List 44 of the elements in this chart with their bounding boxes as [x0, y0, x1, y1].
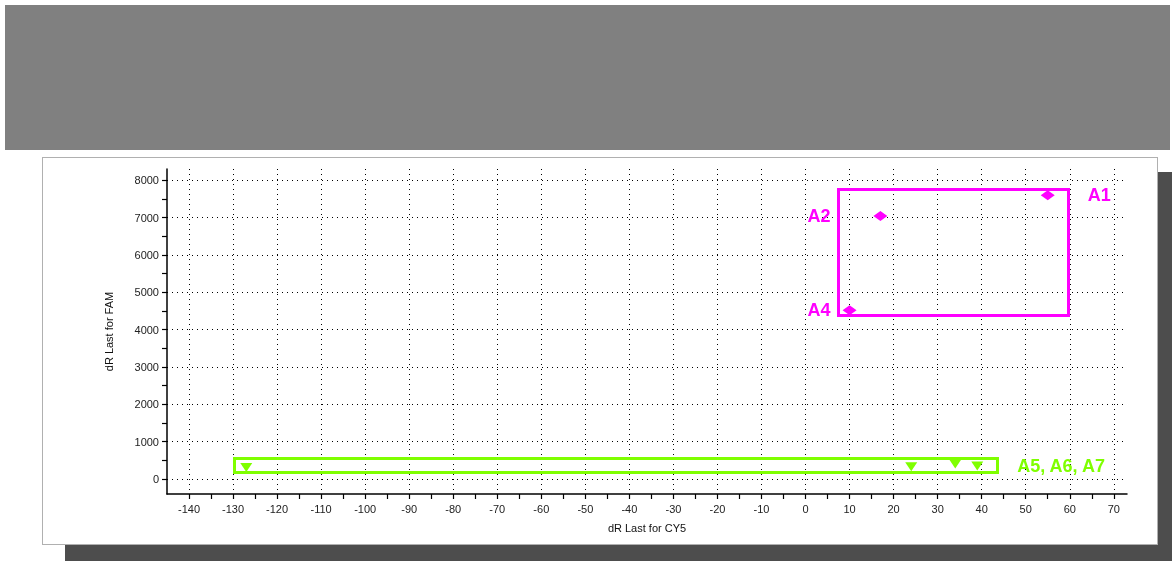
x-tick-label: -50: [577, 502, 594, 515]
x-tick-label: -140: [178, 502, 201, 515]
y-tick-label: 3000: [134, 360, 159, 373]
x-tick-label: 10: [843, 502, 856, 515]
x-tick-label: 70: [1107, 502, 1120, 515]
x-tick-label: 20: [887, 502, 900, 515]
x-tick-label: -120: [266, 502, 289, 515]
point: [1040, 190, 1055, 201]
point: [842, 305, 857, 316]
text: A2: [807, 206, 831, 227]
point: [971, 461, 984, 471]
point: [873, 211, 888, 222]
y-tick-label: 5000: [134, 286, 159, 299]
x-tick-label: -110: [310, 502, 332, 515]
point: [905, 462, 918, 472]
series-label: A4: [807, 300, 831, 321]
x-tick-label: 40: [975, 502, 988, 515]
x-tick-label: 60: [1063, 502, 1076, 515]
series-label: A5, A6, A7: [1017, 456, 1105, 477]
y-axis-title: dR Last for FAM: [102, 291, 115, 372]
x-tick-label: 30: [931, 502, 944, 515]
x-tick-label: -60: [533, 502, 550, 515]
point: [240, 462, 253, 472]
y-tick-label: 6000: [134, 248, 159, 261]
x-axis-title: dR Last for CY5: [607, 521, 687, 534]
x-tick-label: -80: [445, 502, 462, 515]
y-tick-label: 7000: [134, 211, 159, 224]
y-tick-label: 1000: [134, 435, 159, 448]
x-tick-label: -90: [401, 502, 418, 515]
y-tick-label: 0: [152, 473, 159, 486]
point: [949, 459, 962, 469]
x-tick-label: -100: [354, 502, 377, 515]
x-tick-label: 0: [802, 502, 809, 515]
x-tick-label: -40: [621, 502, 638, 515]
y-tick-label: 2000: [134, 398, 159, 411]
x-tick-label: 50: [1019, 502, 1032, 515]
y-tick-label: 8000: [134, 174, 159, 187]
x-tick-label: -30: [665, 502, 682, 515]
x-tick-label: -70: [489, 502, 506, 515]
x-tick-label: -130: [222, 502, 245, 515]
x-tick-label: -10: [753, 502, 770, 515]
y-tick-label: 4000: [134, 323, 159, 336]
series-label: A1: [1087, 185, 1111, 206]
x-tick-label: -20: [709, 502, 726, 515]
